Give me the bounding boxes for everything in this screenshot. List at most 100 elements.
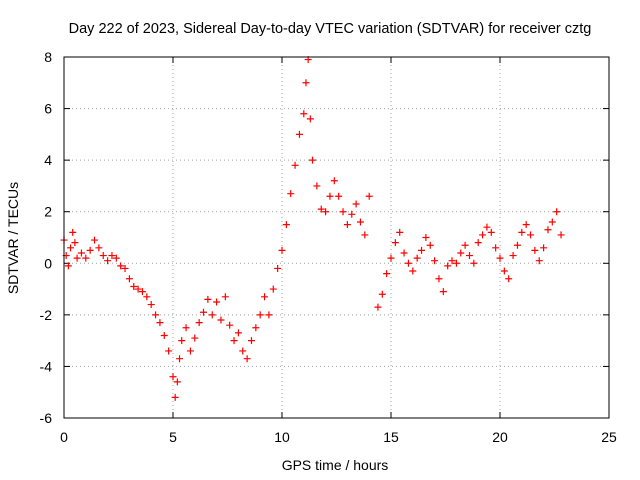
data-point: [483, 223, 491, 231]
data-point: [112, 254, 120, 262]
y-tick-label: -2: [40, 307, 53, 323]
data-point: [287, 190, 295, 198]
data-point: [182, 324, 190, 332]
data-point: [339, 208, 347, 216]
data-point: [147, 301, 155, 309]
data-point: [302, 79, 310, 87]
x-tick-labels: 0 5 10 15 20 25: [60, 429, 617, 445]
data-point: [452, 259, 460, 267]
data-point: [439, 288, 447, 296]
y-tick-labels: -6 -4 -2 0 2 4 6 8: [40, 49, 53, 426]
x-tick-label: 0: [60, 429, 68, 445]
data-point: [457, 249, 465, 257]
data-point: [99, 252, 107, 260]
data-point: [535, 257, 543, 265]
data-point: [404, 259, 412, 267]
data-point: [282, 221, 290, 229]
data-point: [352, 200, 360, 208]
x-tick-label: 15: [383, 429, 399, 445]
y-tick-label: 0: [44, 255, 52, 271]
data-point: [269, 285, 277, 293]
data-point: [553, 208, 561, 216]
data-point: [418, 246, 426, 254]
data-point: [470, 259, 478, 267]
data-point: [178, 337, 186, 345]
data-point: [173, 378, 181, 386]
data-point: [335, 192, 343, 200]
data-point: [557, 231, 565, 239]
x-tick-label: 20: [492, 429, 508, 445]
data-point: [143, 293, 151, 301]
data-point: [474, 239, 482, 247]
data-point: [117, 262, 125, 270]
data-point: [152, 311, 160, 319]
data-point: [348, 210, 356, 218]
data-point: [409, 267, 417, 275]
data-point: [540, 244, 548, 252]
data-point: [448, 257, 456, 265]
data-point: [396, 228, 404, 236]
data-point: [365, 192, 373, 200]
data-point: [130, 282, 138, 290]
data-point: [91, 236, 99, 244]
data-point: [169, 373, 177, 381]
y-axis-label: SDTVAR / TECUs: [5, 182, 21, 294]
data-point: [204, 295, 212, 303]
plot-frame: [63, 56, 610, 419]
data-point: [234, 329, 242, 337]
x-axis-label: GPS time / hours: [282, 457, 389, 473]
axis-ticks: [63, 56, 610, 419]
data-point: [422, 234, 430, 241]
data-point: [156, 319, 164, 327]
data-points: [60, 56, 565, 401]
data-point: [509, 252, 517, 260]
y-tick-label: -6: [40, 410, 53, 426]
data-point: [176, 355, 184, 363]
y-tick-label: -4: [40, 358, 53, 374]
data-point: [274, 264, 282, 272]
data-point: [487, 228, 495, 236]
data-point: [125, 275, 133, 283]
data-point: [134, 285, 142, 293]
data-point: [378, 290, 386, 298]
data-point: [200, 308, 208, 316]
data-point: [71, 239, 79, 247]
data-point: [492, 244, 500, 252]
data-point: [256, 311, 264, 319]
data-point: [221, 293, 229, 301]
data-point: [413, 254, 421, 262]
data-point: [544, 226, 552, 234]
data-point: [69, 228, 77, 236]
data-point: [527, 231, 535, 239]
x-tick-label: 10: [274, 429, 290, 445]
data-point: [243, 355, 251, 363]
data-point: [548, 218, 556, 226]
data-point: [186, 347, 194, 355]
data-point: [67, 244, 75, 252]
data-point: [522, 221, 530, 229]
data-point: [291, 161, 299, 169]
data-point: [309, 156, 317, 164]
data-point: [383, 270, 391, 278]
data-point: [77, 249, 85, 257]
grid-lines: [64, 57, 609, 418]
data-point: [295, 130, 303, 138]
data-point: [95, 244, 103, 252]
data-point: [191, 334, 199, 342]
data-point: [247, 337, 255, 345]
data-point: [496, 254, 504, 262]
data-point: [252, 324, 260, 332]
x-tick-label: 25: [601, 429, 617, 445]
data-point: [313, 182, 321, 190]
y-tick-label: 2: [44, 204, 52, 220]
data-point: [300, 110, 308, 118]
y-tick-label: 8: [44, 49, 52, 65]
data-point: [306, 115, 314, 123]
data-point: [531, 246, 539, 254]
data-point: [500, 267, 508, 275]
data-point: [64, 262, 72, 270]
data-point: [265, 311, 273, 319]
data-point: [400, 249, 408, 257]
data-point: [343, 221, 351, 229]
